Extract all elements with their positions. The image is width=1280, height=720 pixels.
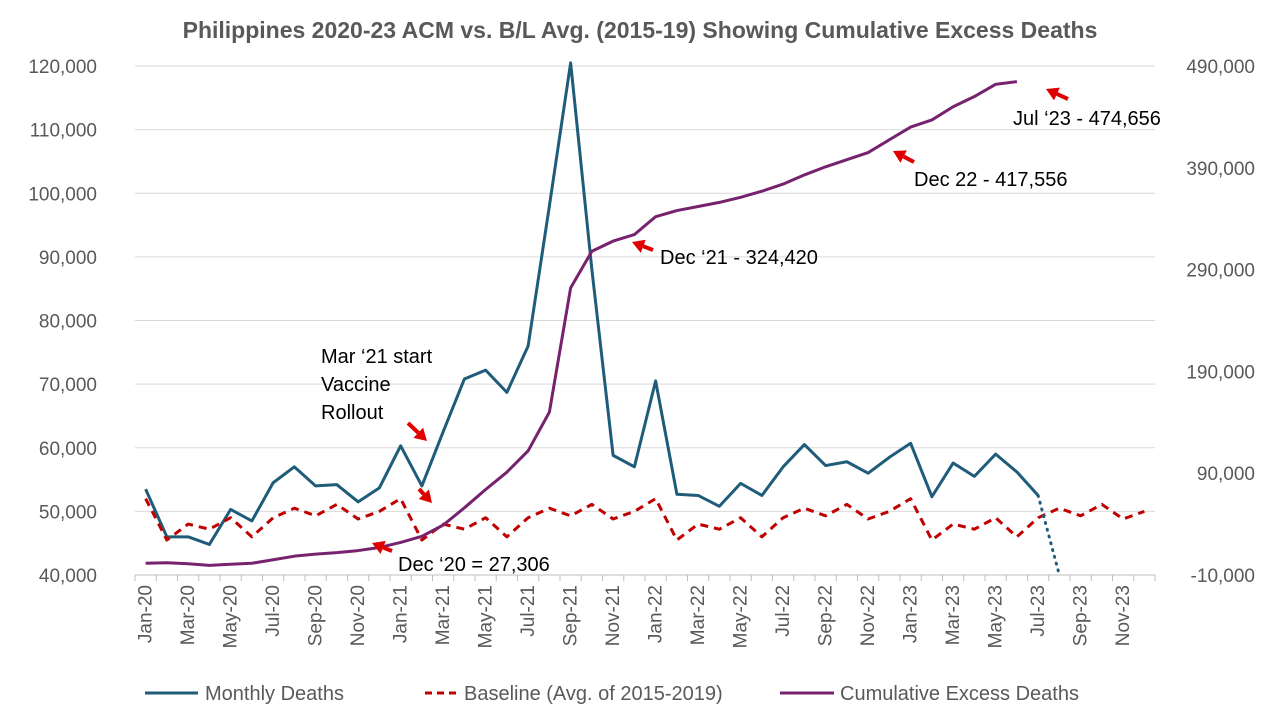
x-tick-label: Sep-22 xyxy=(816,585,837,646)
annotations: Mar ‘21 start Vaccine Rollout Dec ‘20 = … xyxy=(321,108,1161,576)
x-tick-label: Mar-21 xyxy=(433,585,454,645)
x-tick-label: Jan-21 xyxy=(391,585,412,643)
axes: 40,000 50,000 60,000 70,000 80,000 90,000 100,… xyxy=(28,57,1255,648)
annotation-dec-22: Dec 22 - 417,556 xyxy=(914,169,1067,191)
x-tick-label: Mar-22 xyxy=(688,585,709,645)
arrow-head xyxy=(418,489,432,503)
y-right-tick-label: 190,000 xyxy=(1186,362,1255,383)
x-tick-label: May-22 xyxy=(731,585,752,648)
annotation-vaccine-rollout: Mar ‘21 start Vaccine Rollout xyxy=(321,346,438,424)
x-tick-label: Sep-23 xyxy=(1071,585,1092,646)
arrow-shaft xyxy=(1056,92,1069,101)
y-right-tick-label: 90,000 xyxy=(1197,464,1255,485)
y-right-tick-label: 390,000 xyxy=(1186,159,1255,180)
legend-label-monthly-deaths: Monthly Deaths xyxy=(205,683,344,705)
x-tick-label: May-20 xyxy=(221,585,242,648)
annotation-arrow xyxy=(406,421,427,441)
annotation-vaccine-line-3: Rollout xyxy=(321,402,384,424)
arrow-shaft xyxy=(382,545,393,553)
x-tick-label: Nov-20 xyxy=(348,585,369,646)
y-right-tick-label: -10,000 xyxy=(1191,566,1255,587)
annotation-dec-21: Dec ‘21 - 324,420 xyxy=(660,247,818,269)
x-tick-label: Sep-20 xyxy=(306,585,327,646)
y-left-tick-label: 110,000 xyxy=(30,121,97,142)
legend-label-cumulative-excess: Cumulative Excess Deaths xyxy=(840,683,1079,705)
x-tick-label: Jan-22 xyxy=(646,585,667,643)
legend-label-baseline: Baseline (Avg. of 2015-2019) xyxy=(464,683,723,705)
annotation-arrows xyxy=(372,87,1069,554)
y-right-tick-label: 490,000 xyxy=(1186,57,1255,78)
series-line-baseline-avg-of-2015-2019 xyxy=(144,497,1145,542)
x-tick-label: Nov-21 xyxy=(603,585,624,646)
x-tick-label: May-21 xyxy=(476,585,497,648)
y-left-tick-label: 60,000 xyxy=(39,439,97,460)
annotation-arrow xyxy=(417,487,432,503)
annotation-vaccine-line-1: Mar ‘21 start xyxy=(321,346,433,368)
annotation-jul-23: Jul ‘23 - 474,656 xyxy=(1013,108,1161,130)
arrow-head xyxy=(413,427,427,441)
y-left-tick-label: 120,000 xyxy=(28,57,97,78)
annotation-dec-20: Dec ‘20 = 27,306 xyxy=(398,554,550,576)
legend: Monthly Deaths Baseline (Avg. of 2015-20… xyxy=(145,683,1079,705)
arrow-head xyxy=(372,540,386,554)
arrow-shaft xyxy=(902,154,915,164)
x-tick-label: Jul-22 xyxy=(773,585,794,637)
y-right-tick-label: 290,000 xyxy=(1186,261,1255,282)
x-tick-label: Nov-22 xyxy=(858,585,879,646)
arrow-shaft xyxy=(417,487,426,496)
x-tick-label: Jan-20 xyxy=(136,585,157,643)
x-tick-label: Sep-21 xyxy=(561,585,582,646)
annotation-arrow xyxy=(1046,87,1069,101)
arrow-shaft xyxy=(642,244,654,252)
arrow-head xyxy=(632,239,646,253)
y-left-tick-label: 90,000 xyxy=(39,248,97,269)
x-tick-label: Nov-23 xyxy=(1113,585,1134,646)
arrow-shaft xyxy=(406,421,420,435)
y-left-tick-label: 40,000 xyxy=(39,566,97,587)
annotation-vaccine-line-2: Vaccine xyxy=(321,374,391,396)
y-left-tick-label: 80,000 xyxy=(39,312,97,333)
x-tick-label: Mar-23 xyxy=(943,585,964,645)
arrow-head xyxy=(893,150,907,163)
annotation-arrow xyxy=(893,150,915,164)
series-line-monthly-deaths xyxy=(144,61,1040,546)
annotation-arrow xyxy=(632,239,654,253)
x-tick-label: Mar-20 xyxy=(178,585,199,645)
gridlines xyxy=(135,65,1155,512)
series-lines xyxy=(144,61,1145,577)
y-left-tick-label: 70,000 xyxy=(39,375,97,396)
chart-title: Philippines 2020-23 ACM vs. B/L Avg. (20… xyxy=(183,17,1098,43)
x-tick-label: Jan-23 xyxy=(901,585,922,643)
x-tick-label: May-23 xyxy=(986,585,1007,648)
series-line-projection xyxy=(1036,493,1061,577)
annotation-arrow xyxy=(372,540,393,554)
series-line-cumulative-excess-deaths xyxy=(145,80,1018,567)
y-left-tick-label: 50,000 xyxy=(39,502,97,523)
y-left-tick-label: 100,000 xyxy=(28,184,97,205)
x-tick-label: Jul-20 xyxy=(263,585,284,637)
x-tick-label: Jul-21 xyxy=(518,585,539,637)
arrow-head xyxy=(1046,87,1060,101)
x-tick-label: Jul-23 xyxy=(1028,585,1049,637)
